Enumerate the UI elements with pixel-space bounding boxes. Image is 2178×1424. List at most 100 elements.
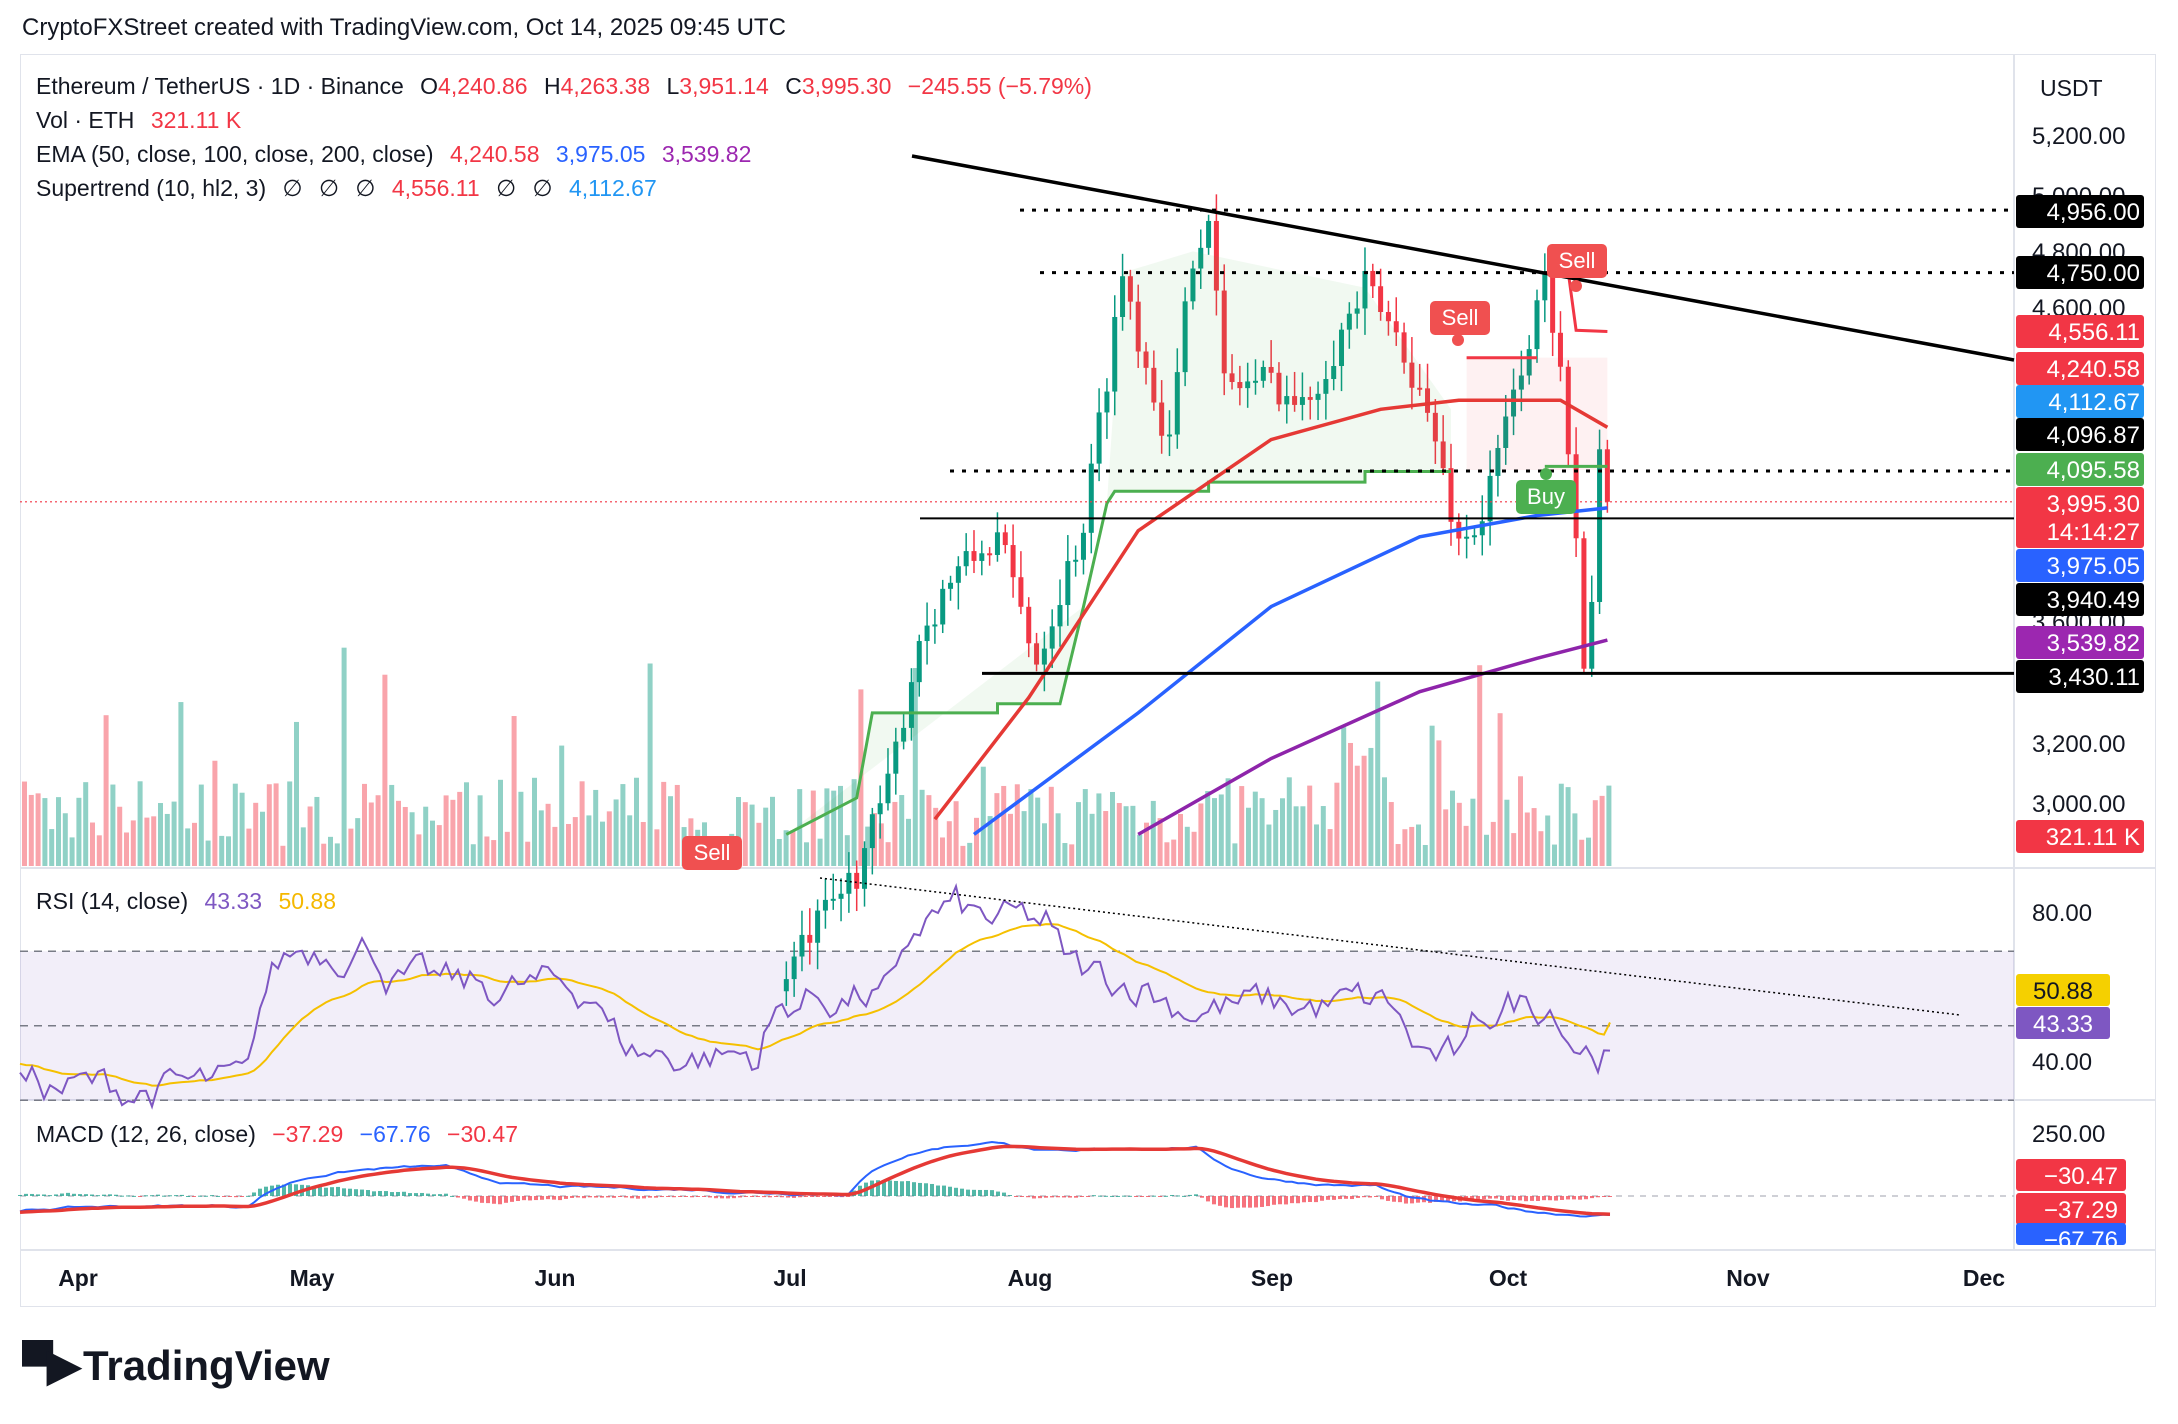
volume-bar [1382, 777, 1387, 866]
volume-bar [368, 802, 374, 866]
month-tick-label[interactable]: Sep [1251, 1265, 1293, 1291]
volume-bar [1028, 789, 1034, 866]
volume-bar [586, 815, 592, 866]
low-value: 3,951.14 [679, 73, 769, 99]
macd-histogram-bar [1524, 1196, 1528, 1202]
macd-histogram-bar [510, 1196, 514, 1202]
price-tick-label[interactable]: 3,200.00 [2032, 731, 2125, 758]
month-tick-label[interactable]: Aug [1008, 1265, 1053, 1291]
price-tick-label[interactable]: 3,000.00 [2032, 791, 2125, 818]
rsi-tick-label[interactable]: 40.00 [2032, 1049, 2092, 1076]
macd-histogram-bar [408, 1193, 412, 1196]
macd-histogram-bar [846, 1196, 850, 1197]
macd-histogram-bar [690, 1196, 694, 1198]
volume-bar [1008, 813, 1013, 866]
supertrend-label[interactable]: Supertrend (10, hl2, 3) [36, 175, 267, 201]
macd-histogram-bar [780, 1196, 784, 1198]
macd-histogram-bar [60, 1193, 64, 1196]
volume-bar [579, 781, 585, 866]
supertrend-up-line [785, 470, 1451, 836]
macd-histogram-bar [78, 1194, 82, 1196]
volume-bar [538, 810, 544, 866]
rsi-label-bg [2016, 974, 2110, 1006]
month-tick-label[interactable]: May [290, 1265, 335, 1291]
candle-body [994, 532, 1000, 555]
macd-tick-label[interactable]: 250.00 [2032, 1121, 2105, 1148]
macd-histogram-bar [480, 1196, 484, 1203]
candle-body [1495, 447, 1501, 476]
macd-histogram-bar [1134, 1196, 1138, 1197]
volume-bar [287, 781, 293, 866]
candle-body [846, 872, 852, 894]
month-tick-label[interactable]: Jul [773, 1265, 806, 1291]
macd-histogram-bar [942, 1185, 946, 1196]
ema-label[interactable]: EMA (50, close, 100, close, 200, close) [36, 141, 434, 167]
volume-bar [668, 796, 673, 866]
price-label-text: 3,430.11 [2048, 664, 2140, 691]
macd-histogram-bar [1536, 1196, 1540, 1201]
rsi-tick-label[interactable]: 80.00 [2032, 900, 2092, 927]
price-label-text: 4,750.00 [2047, 260, 2140, 287]
macd-label[interactable]: MACD (12, 26, close) [36, 1121, 256, 1147]
month-tick-label[interactable]: Oct [1489, 1265, 1528, 1291]
volume-bar [878, 823, 884, 866]
price-label-tag: 4,956.00 [2016, 195, 2144, 228]
volume-bar [1157, 818, 1163, 866]
candle-body [1393, 321, 1399, 333]
candle-body [1362, 270, 1368, 309]
candle-body [830, 898, 836, 901]
macd-histogram-bar [96, 1195, 100, 1197]
rsi-label[interactable]: RSI (14, close) [36, 888, 189, 914]
candle-body [1080, 532, 1086, 560]
month-tick-label[interactable]: Dec [1963, 1265, 2005, 1291]
candle-body [1518, 375, 1524, 390]
volume-bar [593, 789, 599, 866]
volume-bar [307, 806, 313, 866]
price-label-text: 4,956.00 [2047, 199, 2140, 226]
macd-label-text: −67.76 [2044, 1227, 2118, 1254]
sell-signal: Sell [1430, 301, 1490, 335]
volume-bar [960, 845, 966, 866]
volume-bar [518, 791, 524, 866]
volume-bar [498, 779, 503, 866]
symbol-title[interactable]: Ethereum / TetherUS · 1D · Binance [36, 73, 404, 99]
volume-bar [382, 674, 388, 866]
candle-body [885, 773, 891, 804]
macd-histogram-bar [468, 1196, 472, 1201]
volume-bar [899, 795, 905, 866]
buy-signal-bg [1516, 480, 1576, 514]
macd-histogram-bar [486, 1196, 490, 1204]
macd-histogram-bar [378, 1190, 382, 1196]
rsi-ma-value: 50.88 [278, 888, 337, 914]
sell-signal-label: Sell [1442, 305, 1479, 330]
tradingview-logo[interactable]: ▀▶ TradingView [22, 1340, 330, 1391]
price-label-tag: 4,750.00 [2016, 256, 2144, 289]
candle-body [1354, 308, 1360, 314]
volume-bar [1375, 681, 1381, 866]
ema-legend: EMA (50, close, 100, close, 200, close) … [36, 141, 761, 168]
volume-bar [1368, 747, 1374, 866]
volume-bar [409, 812, 415, 866]
macd-histogram-bar [1002, 1192, 1006, 1196]
month-tick-label[interactable]: Jun [535, 1265, 576, 1291]
month-tick-label[interactable]: Apr [58, 1265, 98, 1291]
macd-histogram-bar [66, 1192, 70, 1196]
ema200-value: 3,539.82 [661, 141, 752, 167]
candle-body [1049, 626, 1055, 649]
sell-signal-dot [1570, 280, 1582, 292]
month-tick-label[interactable]: Nov [1726, 1265, 1770, 1291]
volume-bar [42, 798, 48, 866]
macd-histogram-bar [126, 1195, 130, 1197]
candle-body [1104, 391, 1110, 413]
macd-label-text: −30.47 [2044, 1163, 2118, 1190]
volume-label[interactable]: Vol · ETH [36, 107, 135, 133]
volume-bar [226, 836, 231, 866]
macd-hist-value: −37.29 [272, 1121, 344, 1147]
macd-histogram-bar [786, 1196, 790, 1198]
price-tick-label[interactable]: 5,200.00 [2032, 123, 2125, 150]
buy-signal-label: Buy [1527, 484, 1565, 509]
currency-label[interactable]: USDT [2040, 75, 2103, 101]
volume-bar [504, 831, 510, 866]
macd-label-tag: −37.29 [2016, 1193, 2126, 1225]
